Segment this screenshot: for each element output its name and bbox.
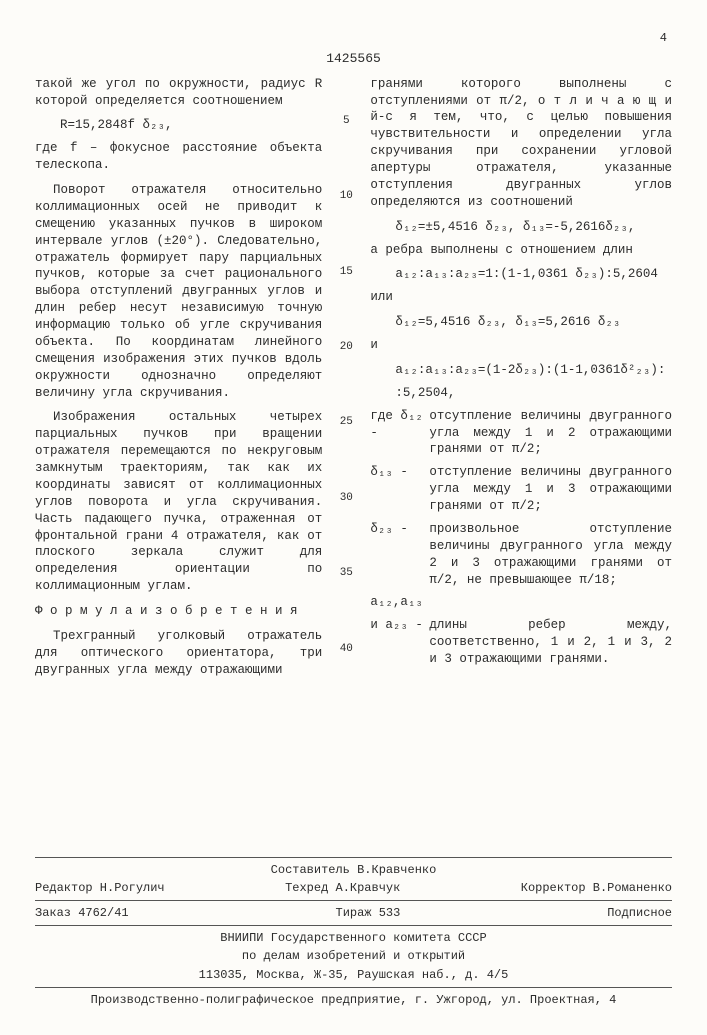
formula-r: R=15,2848f δ₂₃, [60,117,322,134]
footer-corrector: Корректор В.Романенко [521,880,672,896]
formula-delta-1: δ₁₂=±5,4516 δ₂₃, δ₁₃=-5,2616δ₂₃, [395,219,672,236]
or-label: или [370,289,672,306]
footer-rule [35,857,672,858]
def-d23-label: δ₂₃ - [370,521,429,589]
footer-compiler: Составитель В.Кравченко [35,862,672,878]
line-num: 5 [337,114,355,129]
footer-rule [35,900,672,901]
line-num: 15 [337,265,355,280]
def-d13-label: δ₁₃ - [370,464,429,515]
footer-org2: по делам изобретений и открытий [35,948,672,964]
footer-rule [35,987,672,988]
and-label: и [370,337,672,354]
footer-address: 113035, Москва, Ж-35, Раушская наб., д. … [35,967,672,983]
claim-paragraph: Трехгранный уголковый отражатель для опт… [35,628,322,679]
line-num: 40 [337,642,355,657]
def-row: где δ₁₂ - отсутпление величины двугранно… [370,408,672,459]
footer-tech: Техред А.Кравчук [285,880,400,896]
left-para-3: Поворот отражателя относительно коллимац… [35,182,322,401]
right-para-2: а ребра выполнены с отношением длин [370,242,672,259]
def-a-empty [429,594,672,611]
formula-delta-2: δ₁₂=5,4516 δ₂₃, δ₁₃=5,2616 δ₂₃ [395,314,672,331]
footer: Составитель В.Кравченко Редактор Н.Рогул… [35,857,672,1008]
line-num: 10 [337,189,355,204]
definitions-block: где δ₁₂ - отсутпление величины двугранно… [370,408,672,668]
formula-a-2b: :5,2504, [395,385,672,402]
right-column: гранями которого выполнены с отступления… [370,76,672,687]
line-num: 30 [337,491,355,506]
right-para-1: гранями которого выполнены с отступления… [370,76,672,211]
two-column-body: такой же угол по окружности, радиус R ко… [35,76,672,687]
def-a-label2: и a₂₃ - [370,617,429,668]
left-column: такой же угол по окружности, радиус R ко… [35,76,322,687]
line-num: 25 [337,415,355,430]
def-a-text: длины ребер между, соответственно, 1 и 2… [429,617,672,668]
def-row: a₁₂,a₁₃ [370,594,672,611]
document-number: 1425565 [35,50,672,68]
footer-order: Заказ 4762/41 [35,905,129,921]
claim-title: Ф о р м у л а и з о б р е т е н и я [35,603,322,620]
left-para-1: такой же угол по окружности, радиус R ко… [35,76,322,110]
footer-tirage: Тираж 533 [336,905,401,921]
def-row: δ₁₃ - отступление величины двугранного у… [370,464,672,515]
line-num: 35 [337,566,355,581]
left-para-4: Изображения остальных четырех парциальны… [35,409,322,595]
formula-a-2: a₁₂:a₁₃:a₂₃=(1-2δ₂₃):(1-1,0361δ²₂₃): [395,362,672,379]
def-a-label1: a₁₂,a₁₃ [370,594,429,611]
page-number-right: 4 [35,30,672,46]
line-number-gutter: 5 10 15 20 25 30 35 40 [337,76,355,687]
footer-staff-row: Редактор Н.Рогулич Техред А.Кравчук Корр… [35,880,672,896]
def-d12-text: отсутпление величины двугранного угла ме… [429,408,672,459]
formula-a-1: a₁₂:a₁₃:a₂₃=1:(1-1,0361 δ₂₃):5,2604 [395,266,672,283]
footer-editor: Редактор Н.Рогулич [35,880,165,896]
def-row: δ₂₃ - произвольное отступление величины … [370,521,672,589]
def-row: и a₂₃ - длины ребер между, соответственн… [370,617,672,668]
footer-subscription: Подписное [607,905,672,921]
left-para-2: где f – фокусное расстояние объекта теле… [35,140,322,174]
footer-order-row: Заказ 4762/41 Тираж 533 Подписное [35,905,672,921]
footer-org1: ВНИИПИ Государственного комитета СССР [35,930,672,946]
def-d13-text: отступление величины двугранного угла ме… [429,464,672,515]
footer-rule [35,925,672,926]
def-d23-text: произвольное отступление величины двугра… [429,521,672,589]
line-num: 20 [337,340,355,355]
def-d12-label: где δ₁₂ - [370,408,429,459]
